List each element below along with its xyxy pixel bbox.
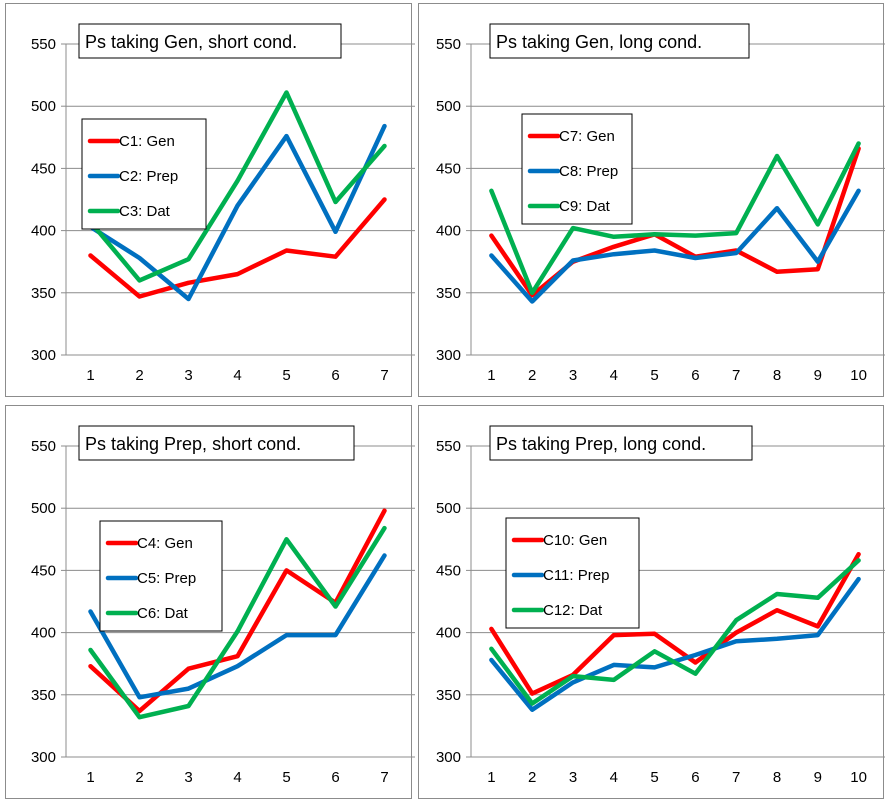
y-tick-label: 400 [436,223,461,240]
y-tick-label: 450 [31,562,56,579]
legend-label-1: C4: Gen [137,535,193,552]
y-tick-label: 450 [436,562,461,579]
series-line-3 [88,90,387,283]
y-tick-label: 350 [436,687,461,704]
x-tick-label: 3 [569,769,577,786]
x-tick-label: 10 [850,769,867,786]
y-tick-label: 550 [436,438,461,455]
series-line-3 [489,558,861,706]
y-tick-label: 350 [31,687,56,704]
x-tick-label: 3 [569,367,577,384]
legend-label-3: C9: Dat [559,198,611,215]
chart-svg: 300 350 400 450 500 550 1 2 3 4 5 6 7 8 9 10 Ps taking G… [436,23,885,384]
y-tick-label: 350 [436,285,461,302]
legend-label-2: C2: Prep [119,168,178,185]
x-tick-label: 4 [610,769,618,786]
y-tick-label: 500 [436,500,461,517]
y-tick-label: 550 [31,36,56,53]
series-line-2 [489,188,861,304]
x-tick-label: 2 [528,769,536,786]
x-tick-label: 3 [184,769,192,786]
x-tick-label: 3 [184,367,192,384]
chart-title-box [489,23,750,59]
x-tick-label: 2 [528,367,536,384]
y-tick-label: 450 [436,160,461,177]
x-tick-label: 8 [773,367,781,384]
x-tick-label: 8 [773,769,781,786]
x-tick-label: 1 [487,367,495,384]
x-tick-label: 5 [282,367,290,384]
legend-label-1: C7: Gen [559,128,615,145]
chart-title: Ps taking Gen, long cond. [496,32,702,52]
chart-svg: 300 350 400 450 500 550 1 2 3 4 5 6 7 Ps taking Prep,… [31,425,415,786]
chart-title-box [78,23,342,59]
series-line-2 [88,123,387,302]
chart-svg: 300 350 400 450 500 550 1 2 3 4 5 6 7 Ps taking Gen, … [31,23,415,384]
x-tick-label: 7 [732,769,740,786]
y-tick-label: 300 [436,347,461,364]
y-tick-label: 450 [31,160,56,177]
y-tick-label: 300 [31,749,56,766]
legend-label-2: C11: Prep [543,567,609,584]
series-line-1 [489,551,861,696]
y-tick-label: 500 [436,98,461,115]
chart-title-box [489,425,753,461]
legend-label-2: C8: Prep [559,163,618,180]
chart-title-box [78,425,355,461]
x-tick-label: 7 [732,367,740,384]
x-tick-label: 10 [850,367,867,384]
y-tick-label: 550 [31,438,56,455]
chart-title: Ps taking Gen, short cond. [85,32,297,52]
chart-svg: 300 350 400 450 500 550 1 2 3 4 5 6 7 8 9 10 Ps taking P… [436,425,885,786]
x-tick-label: 7 [380,367,388,384]
legend-label-3: C3: Dat [119,203,171,220]
x-tick-label: 1 [487,769,495,786]
series-line-3 [88,525,387,720]
x-tick-label: 4 [233,769,241,786]
x-tick-label: 6 [331,769,339,786]
legend-label-1: C1: Gen [119,133,175,150]
x-tick-label: 4 [233,367,241,384]
y-tick-label: 400 [31,625,56,642]
x-tick-label: 1 [86,769,94,786]
chart-title: Ps taking Prep, long cond. [496,434,706,454]
legend-label-1: C10: Gen [543,532,607,549]
x-tick-label: 5 [282,769,290,786]
series-line-2 [88,553,387,700]
x-tick-label: 9 [814,769,822,786]
series-line-3 [489,141,861,296]
y-tick-label: 500 [31,98,56,115]
y-tick-label: 350 [31,285,56,302]
x-tick-label: 2 [135,769,143,786]
chart-panel-prep-long: 300 350 400 450 500 550 1 2 3 4 5 6 7 8 9 10 Ps taking P… [418,405,885,799]
chart-title: Ps taking Prep, short cond. [85,434,301,454]
y-tick-label: 300 [31,347,56,364]
x-tick-label: 2 [135,367,143,384]
y-tick-label: 550 [436,36,461,53]
x-tick-label: 1 [86,367,94,384]
y-tick-label: 400 [31,223,56,240]
legend-label-3: C6: Dat [137,605,189,622]
x-tick-label: 6 [331,367,339,384]
x-tick-label: 6 [691,769,699,786]
series-line-1 [88,197,387,299]
chart-panel-gen-long: 300 350 400 450 500 550 1 2 3 4 5 6 7 8 9 10 Ps taking G… [418,3,885,397]
x-tick-label: 7 [380,769,388,786]
x-tick-label: 6 [691,367,699,384]
y-tick-label: 500 [31,500,56,517]
y-tick-label: 300 [436,749,461,766]
legend-label-2: C5: Prep [137,570,196,587]
x-tick-label: 5 [650,769,658,786]
x-tick-label: 5 [650,367,658,384]
y-tick-label: 400 [436,625,461,642]
legend-label-3: C12: Dat [543,602,603,619]
chart-panel-gen-short: 300 350 400 450 500 550 1 2 3 4 5 6 7 Ps taking Gen, … [5,3,415,397]
x-tick-label: 4 [610,367,618,384]
chart-panel-prep-short: 300 350 400 450 500 550 1 2 3 4 5 6 7 Ps taking Prep,… [5,405,415,799]
x-tick-label: 9 [814,367,822,384]
